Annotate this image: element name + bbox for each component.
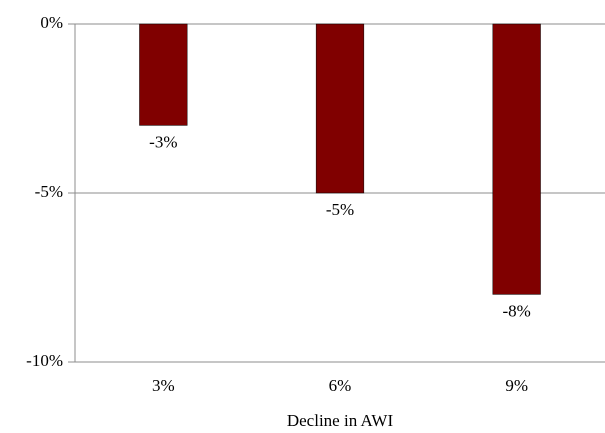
bar — [315, 23, 365, 194]
value-label: -3% — [149, 132, 177, 151]
x-tick-label: 3% — [152, 376, 175, 395]
x-tick-label: 9% — [505, 376, 528, 395]
y-tick-label: -5% — [35, 182, 63, 201]
bar — [492, 23, 541, 295]
value-label: -5% — [326, 200, 354, 219]
bar — [139, 23, 188, 126]
x-axis-title: Decline in AWI — [287, 411, 394, 430]
y-tick-label: 0% — [40, 13, 63, 32]
x-tick-label: 6% — [329, 376, 352, 395]
y-tick-label: -10% — [26, 351, 63, 370]
value-label: -8% — [503, 301, 531, 320]
